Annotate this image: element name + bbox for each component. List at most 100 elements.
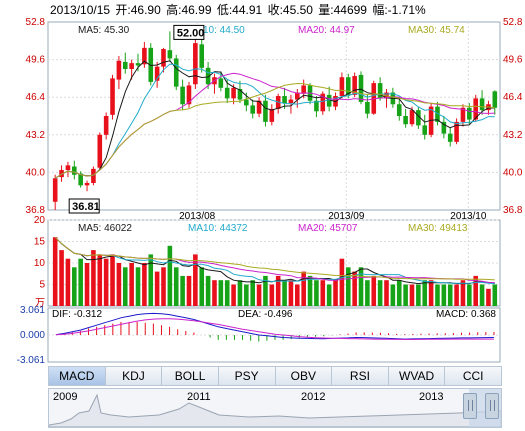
candle-body <box>97 134 103 168</box>
volume-bar <box>314 280 319 306</box>
volume-bar <box>390 284 396 306</box>
volume-bar <box>486 288 491 306</box>
candle-body <box>65 165 71 171</box>
volume-bar <box>173 267 179 306</box>
price-y-tick-right: 40.0 <box>503 167 523 178</box>
price-y-tick-left: 46.4 <box>26 92 46 103</box>
volume-bar <box>84 263 90 306</box>
candle-body <box>282 96 287 104</box>
tab-kdj[interactable]: KDJ <box>106 367 163 385</box>
tab-boll[interactable]: BOLL <box>162 367 219 385</box>
macd-dif-line <box>56 312 494 340</box>
candle-body <box>409 110 415 125</box>
candle-body <box>129 63 134 69</box>
navigator-right-handle[interactable] <box>485 393 499 419</box>
candle-body <box>435 106 440 122</box>
quote-open: 开:46.90 <box>115 3 161 17</box>
tab-rsi[interactable]: RSI <box>332 367 389 385</box>
price-ma-legend: MA10: 44.50 <box>188 25 245 36</box>
price-ma-legend: MA5: 45.30 <box>78 25 130 36</box>
volume-bar <box>59 250 64 306</box>
volume-bar <box>263 275 268 306</box>
low-callout: 36.81 <box>72 201 100 213</box>
tab-macd[interactable]: MACD <box>49 367 106 385</box>
stock-chart: 52.8 52.8 49.6 49.6 46.4 46.4 43.2 43.2 40.0 40.0… <box>17 17 523 366</box>
volume-bar <box>148 254 154 306</box>
volume-bar <box>339 258 345 306</box>
tab-cci[interactable]: CCI <box>462 369 484 383</box>
candle-body <box>78 173 83 186</box>
quote-volume: 量:44699 <box>318 3 367 17</box>
candle-body <box>154 66 160 81</box>
candle-body <box>295 92 300 100</box>
volume-bar <box>110 254 115 306</box>
volume-bar <box>492 284 498 306</box>
candle-body <box>358 74 364 102</box>
volume-bar <box>250 280 255 306</box>
volume-bar <box>301 271 306 306</box>
candle-body <box>244 99 249 106</box>
candle-body <box>441 121 447 134</box>
candle-body <box>492 91 498 108</box>
volume-bar <box>199 267 205 306</box>
volume-y-tick: 5 <box>39 280 45 291</box>
price-y-tick-left: 49.6 <box>26 55 46 66</box>
macd-y-tick: 0.000 <box>20 330 45 341</box>
candle-body <box>180 86 185 105</box>
tab-obv[interactable]: OBV <box>276 367 333 385</box>
volume-bar <box>91 250 96 306</box>
candle-body <box>84 182 90 186</box>
candle-body <box>460 107 466 122</box>
price-ma5-line <box>54 60 495 179</box>
volume-bar <box>269 284 275 306</box>
volume-bar <box>282 280 287 306</box>
price-y-tick-left: 36.8 <box>26 205 46 216</box>
volume-bar <box>205 275 211 306</box>
candle-body <box>314 100 319 112</box>
candle-body <box>352 76 357 95</box>
volume-ma-legend: MA5: 46022 <box>78 223 132 234</box>
candle-body <box>135 63 141 66</box>
volume-bar <box>237 280 243 306</box>
quote-low: 低:44.91 <box>216 3 263 17</box>
macd-y-tick: -3.061 <box>17 355 46 366</box>
volume-bar <box>129 263 134 306</box>
tab-wvad[interactable]: WVAD <box>389 367 446 385</box>
volume-bar <box>154 271 160 306</box>
volume-bar <box>231 284 236 306</box>
candle-body <box>142 47 147 65</box>
volume-bar <box>193 254 198 306</box>
volume-bar <box>333 280 338 306</box>
price-y-tick-left: 40.0 <box>26 167 46 178</box>
candle-body <box>416 110 421 126</box>
candle-body <box>224 87 230 99</box>
navigator-left-handle[interactable] <box>463 393 477 419</box>
volume-bar <box>345 267 351 306</box>
candle-body <box>59 170 64 178</box>
candle-body <box>473 98 478 120</box>
volume-bar <box>72 267 77 306</box>
candle-body <box>301 85 306 94</box>
price-y-tick-right: 46.4 <box>503 92 523 103</box>
price-y-tick-left: 43.2 <box>26 130 46 141</box>
time-navigator[interactable]: 2009 2011 2012 2013 <box>48 388 502 428</box>
candle-body <box>103 116 109 135</box>
high-callout: 52.00 <box>177 27 205 39</box>
volume-bar <box>212 280 217 306</box>
candle-body <box>250 105 255 114</box>
candle-body <box>237 88 243 100</box>
volume-bar <box>409 284 415 306</box>
candle-body <box>116 60 122 80</box>
price-y-tick-right: 43.2 <box>503 130 523 141</box>
volume-bar <box>473 275 478 306</box>
candle-body <box>339 77 345 97</box>
tab-psy[interactable]: PSY <box>219 367 276 385</box>
volume-y-tick: 10 <box>34 258 46 269</box>
candle-body <box>479 98 485 111</box>
volume-bar <box>396 280 402 306</box>
macd-dif-label: DIF: -0.312 <box>52 309 102 320</box>
volume-bar <box>103 258 109 306</box>
volume-bar <box>320 280 326 306</box>
volume-bar <box>142 263 147 306</box>
candle-body <box>110 78 115 115</box>
